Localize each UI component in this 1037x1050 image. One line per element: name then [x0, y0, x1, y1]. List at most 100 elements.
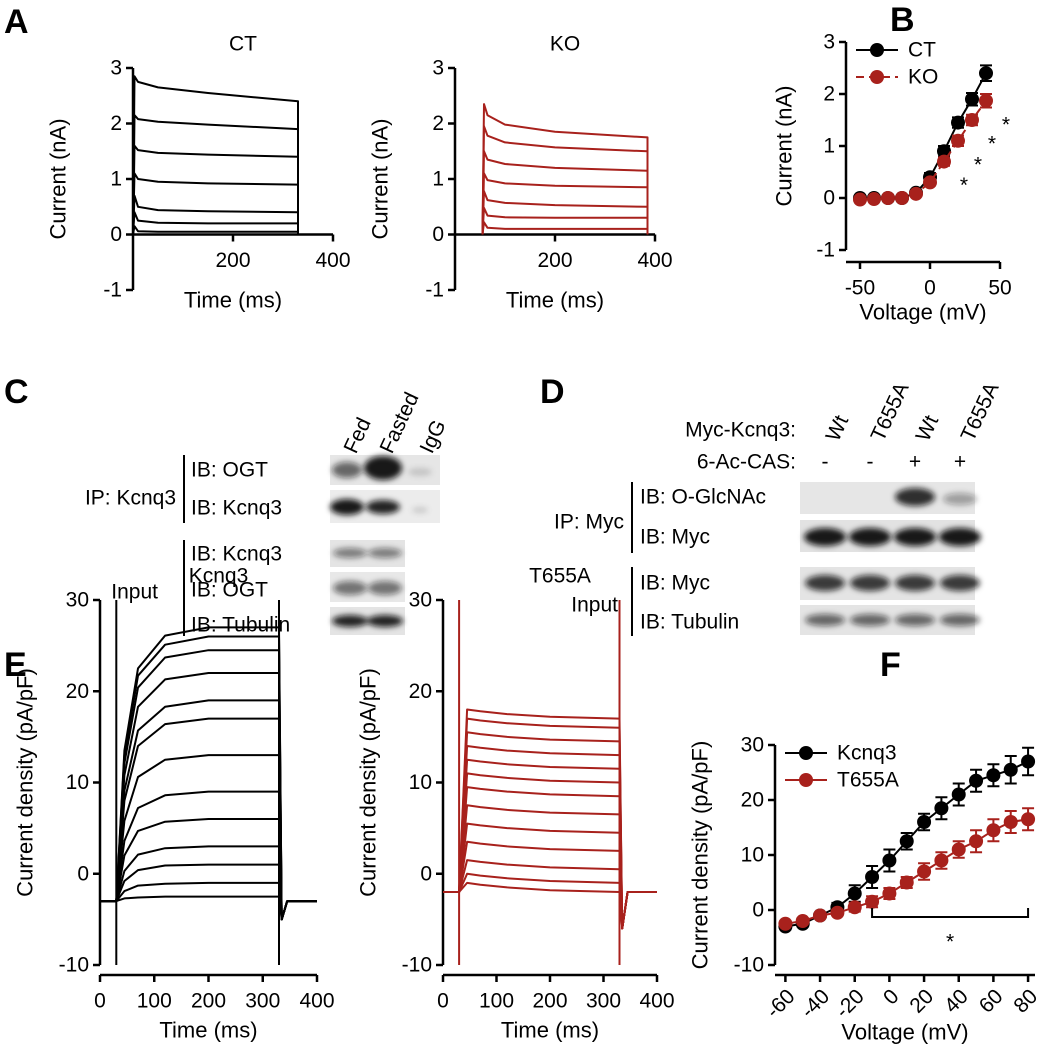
y-tick-label: -10: [59, 954, 89, 977]
y-tick-label: 2: [432, 112, 444, 135]
group-label: Input: [111, 581, 158, 604]
x-axis-label: Time (ms): [506, 288, 604, 313]
y-tick-label: 0: [77, 862, 89, 885]
x-tick-label: 200: [191, 990, 226, 1013]
series-line: [481, 221, 649, 235]
series-line: [132, 194, 299, 235]
series-line: [443, 717, 657, 930]
series-line: [481, 150, 649, 235]
data-point: [934, 853, 949, 868]
significance-mark: *: [946, 931, 954, 954]
x-tick-label: 200: [215, 249, 250, 272]
data-point: [937, 154, 951, 169]
y-tick-label: 1: [110, 168, 122, 191]
y-tick-label: 0: [823, 187, 835, 210]
data-point: [1003, 815, 1018, 829]
x-tick-label: 80: [1009, 985, 1037, 1018]
row-label: IB: Kcnq3: [191, 543, 282, 566]
x-tick-label: 400: [639, 990, 674, 1013]
y-tick-label: 1: [432, 168, 444, 191]
series-line: [100, 881, 317, 921]
x-tick-label: 40: [940, 985, 973, 1018]
data-point: [986, 768, 1001, 783]
header-label: 6-Ac-CAS:: [697, 451, 796, 474]
data-point: [1021, 754, 1036, 769]
y-tick-label: 0: [432, 223, 444, 246]
y-tick-label: 30: [741, 734, 764, 757]
data-point: [1003, 762, 1018, 777]
y-tick-label: 0: [752, 899, 764, 922]
y-tick-label: 2: [823, 83, 835, 106]
blot-image: [800, 482, 981, 635]
significance-bracket: [871, 908, 1030, 918]
x-tick-label: 0: [437, 990, 449, 1013]
y-tick-label: 1: [823, 135, 835, 158]
data-point: [951, 115, 965, 130]
column-label: IgG: [416, 416, 451, 456]
x-tick-label: 60: [975, 985, 1008, 1018]
x-tick-label: -60: [762, 985, 800, 1023]
series-line: [132, 172, 299, 235]
series-line: [132, 211, 299, 235]
row-label: IB: OGT: [191, 579, 268, 602]
y-tick-label: -10: [734, 954, 764, 977]
row-label: IB: Myc: [640, 526, 710, 549]
significance-mark: *: [1002, 113, 1010, 136]
y-tick-label: -1: [816, 239, 835, 262]
x-tick-label: 200: [537, 249, 572, 272]
data-point: [881, 191, 895, 205]
x-tick-label: -40: [796, 985, 834, 1023]
y-axis-label: Current density (pA/pF): [356, 668, 381, 897]
series-line: [443, 872, 657, 930]
data-point: [865, 894, 880, 909]
blot-d: Myc-Kcnq3: Wt T655A Wt T655A 6-Ac-CAS: -…: [554, 379, 1004, 636]
series-line: [132, 225, 299, 235]
data-point: [1021, 812, 1036, 827]
legend-marker: [870, 70, 884, 84]
x-axis-label: Time (ms): [501, 1018, 599, 1043]
x-axis-label: Time (ms): [159, 1018, 257, 1043]
data-point: [951, 787, 966, 802]
legend-marker: [870, 43, 884, 57]
significance-mark: *: [960, 174, 968, 197]
treatment-sign: -: [822, 451, 829, 474]
x-axis-label: Voltage (mV): [859, 300, 986, 325]
data-point: [813, 908, 828, 923]
y-tick-label: 30: [409, 589, 432, 612]
data-point: [969, 773, 984, 788]
series-line: [100, 818, 317, 921]
panel-label: A: [4, 3, 29, 41]
data-point: [795, 914, 810, 928]
group-label: IP: Myc: [554, 511, 624, 534]
column-label: Wt: [912, 412, 944, 445]
series-line: [100, 895, 317, 921]
data-point: [909, 186, 923, 201]
data-point: [847, 886, 862, 901]
series-line: [132, 144, 299, 235]
y-tick-label: 20: [741, 789, 764, 812]
y-tick-label: 10: [409, 771, 432, 794]
data-point: [830, 905, 845, 920]
column-label: Fed: [340, 414, 376, 457]
legend-marker: [799, 773, 813, 787]
series-line: [443, 708, 657, 930]
x-tick-label: 300: [586, 990, 621, 1013]
x-tick-label: 0: [94, 990, 106, 1013]
x-tick-label: 200: [532, 990, 567, 1013]
series-line: [859, 100, 987, 201]
y-tick-label: 3: [110, 57, 122, 80]
x-axis-label: Voltage (mV): [841, 1020, 968, 1045]
y-tick-label: 0: [110, 223, 122, 246]
chart-title: T655A: [529, 565, 591, 588]
data-point: [986, 823, 1001, 838]
y-tick-label: -10: [402, 954, 432, 977]
panel-label: B: [890, 1, 915, 39]
legend-label: T655A: [837, 769, 899, 792]
group-label: IP: Kcnq3: [85, 487, 176, 510]
y-axis-label: Current (nA): [46, 118, 71, 239]
data-point: [895, 191, 909, 205]
x-tick-label: 300: [245, 990, 280, 1013]
column-label: T655A: [957, 379, 1004, 445]
blot-image: [330, 455, 440, 635]
